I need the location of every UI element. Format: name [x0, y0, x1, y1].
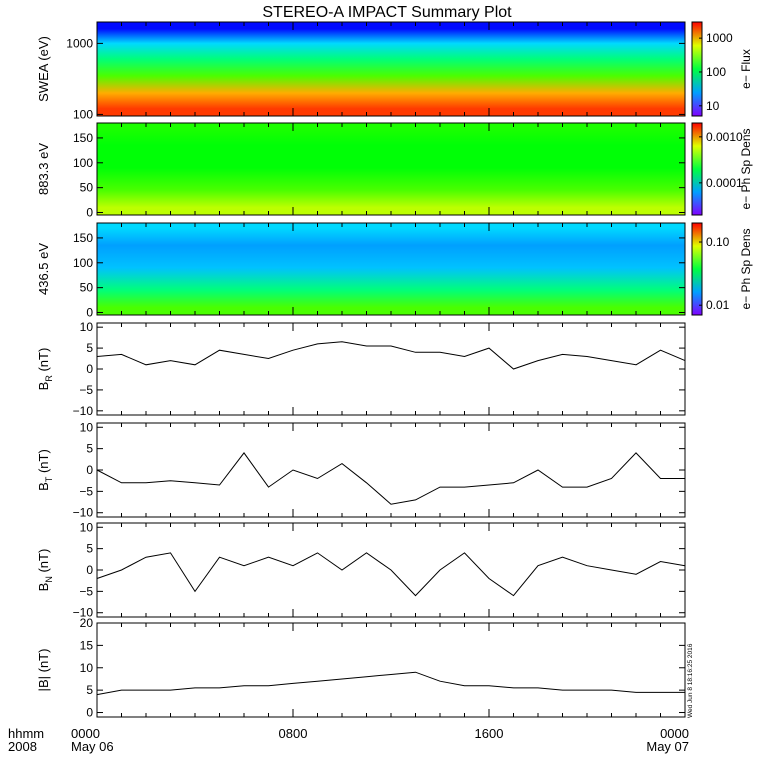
timestamp-label: Wed Jun 8 18:16:25 2016 — [687, 643, 694, 718]
series-line — [96, 671, 685, 696]
y-tick-label: 5 — [86, 683, 93, 697]
colorbar — [691, 122, 703, 216]
time-tick-label: 0800 — [279, 726, 308, 741]
y-tick-label: −10 — [73, 606, 94, 620]
y-tick-label: 100 — [73, 107, 93, 121]
time-tick-label: 0000 — [71, 726, 100, 741]
y-axis-label: |B| (nT) — [36, 649, 51, 692]
y-tick-label: 10 — [80, 420, 94, 434]
heatmap-area — [97, 123, 685, 215]
y-tick-label: 0 — [86, 463, 93, 477]
y-tick-label: 150 — [73, 231, 93, 245]
y-tick-label: 0 — [86, 563, 93, 577]
y-tick-label: 50 — [80, 181, 94, 195]
y-tick-label: −5 — [79, 383, 93, 397]
y-axis-label-main: B — [36, 382, 51, 391]
colorbar-tick-label: 10 — [706, 99, 720, 113]
y-tick-label: 5 — [86, 442, 93, 456]
panel-frame — [96, 422, 686, 518]
y-axis-label-unit: (nT) — [36, 649, 51, 676]
panel-frame — [96, 622, 686, 718]
y-tick-label: 50 — [80, 281, 94, 295]
colorbar-tick-label: 0.0010 — [706, 130, 743, 144]
y-axis-label: BT (nT) — [36, 449, 54, 491]
y-axis-label: BN (nT) — [36, 549, 54, 592]
y-tick-label: 100 — [73, 156, 93, 170]
time-axis-row-label-year: 2008 — [8, 739, 37, 754]
colorbar-label: e− Ph Sp Dens — [739, 228, 753, 309]
y-tick-label: 0 — [86, 362, 93, 376]
colorbar-tick-label: 0.01 — [706, 298, 730, 312]
y-tick-label: −5 — [79, 584, 93, 598]
colorbar — [691, 222, 703, 316]
y-tick-label: 10 — [80, 520, 94, 534]
panel-1: 10 100 1000 e− Flux 100 1000 SWEA (eV) — [36, 21, 753, 121]
y-axis-label-subscript: N — [44, 576, 54, 583]
colorbar-tick-label: 100 — [706, 65, 726, 79]
y-tick-label: 150 — [73, 131, 93, 145]
colorbar — [691, 21, 703, 117]
series-line — [96, 452, 685, 505]
y-tick-label: 20 — [80, 616, 94, 630]
time-axis-row-label-hhmm: hhmm — [8, 726, 44, 741]
y-tick-label: 0 — [86, 306, 93, 320]
y-axis-label-main: B — [36, 583, 51, 592]
y-tick-label: 1000 — [66, 36, 93, 50]
time-tick-label: 0000 — [660, 726, 689, 741]
series-line — [96, 341, 686, 370]
colorbar-label: e− Flux — [739, 49, 753, 89]
panel-6: −10 −5 0 5 10 BN (nT) — [36, 520, 686, 620]
y-axis-label-subscript: T — [44, 476, 54, 482]
y-tick-label: 15 — [80, 638, 94, 652]
series-line — [96, 552, 686, 597]
y-axis-label: SWEA (eV) — [36, 36, 51, 102]
y-axis-label: 436.5 eV — [36, 243, 51, 295]
y-axis-label-main: |B| — [36, 676, 51, 691]
y-axis-label-main: B — [36, 482, 51, 491]
y-tick-label: 0 — [86, 706, 93, 720]
panel-5: −10 −5 0 5 10 BT (nT) — [36, 420, 686, 520]
heatmap-area — [97, 223, 685, 315]
y-tick-label: −5 — [79, 484, 93, 498]
y-tick-label: 100 — [73, 256, 93, 270]
y-tick-label: 5 — [86, 542, 93, 556]
colorbar-label: e− Ph Sp Dens — [739, 128, 753, 209]
date-tick-label: May 06 — [71, 739, 114, 754]
date-tick-label: May 07 — [646, 739, 689, 754]
y-axis-label-unit: (nT) — [36, 449, 51, 476]
plot-title: STEREO-A IMPACT Summary Plot — [262, 4, 512, 21]
colorbar-tick-label: 1000 — [706, 31, 733, 45]
y-axis-label-subscript: R — [44, 375, 54, 382]
y-tick-label: −10 — [73, 404, 94, 418]
y-axis-label: 883.3 eV — [36, 143, 51, 195]
y-axis-label-unit: (nT) — [36, 348, 51, 375]
y-tick-label: 10 — [80, 661, 94, 675]
y-tick-label: −10 — [73, 506, 94, 520]
colorbar-tick-label: 0.0001 — [706, 176, 743, 190]
panel-frame — [96, 322, 686, 416]
y-axis-label-unit: (nT) — [36, 549, 51, 576]
y-tick-label: 0 — [86, 206, 93, 220]
y-axis-label: BR (nT) — [36, 348, 54, 391]
y-tick-label: 10 — [80, 320, 94, 334]
heatmap-area — [97, 22, 685, 116]
panel-7: 0 5 10 15 20 |B| (nT) — [36, 616, 686, 720]
panel-3: 0.01 0.10 e− Ph Sp Dens 0 50 100 150 436.5 eV — [36, 222, 753, 320]
colorbar-tick-label: 0.10 — [706, 235, 730, 249]
time-tick-label: 1600 — [475, 726, 504, 741]
panel-4: −10 −5 0 5 10 BR (nT) — [36, 320, 686, 418]
y-tick-label: 5 — [86, 341, 93, 355]
